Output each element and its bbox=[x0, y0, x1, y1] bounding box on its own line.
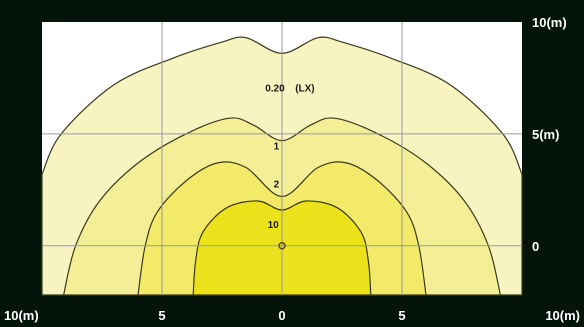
x-tick-label: 5 bbox=[398, 308, 405, 323]
x-tick-label: 5 bbox=[158, 308, 165, 323]
y-tick-label: 10(m) bbox=[532, 15, 567, 30]
grid-layer bbox=[42, 22, 522, 295]
contour-label-layer: 0.20 (LX) 1 2 10 bbox=[265, 83, 314, 231]
x-tick-label: 10(m) bbox=[4, 308, 39, 323]
y-tick-label: 5(m) bbox=[532, 127, 559, 142]
x-axis-tick-labels: 10(m) 5 0 5 10(m) bbox=[4, 308, 580, 323]
x-tick-label: 0 bbox=[278, 308, 285, 323]
contour-label-1: 1 bbox=[274, 142, 280, 153]
contour-unit-label: (LX) bbox=[295, 83, 314, 94]
y-tick-label: 0 bbox=[532, 239, 539, 254]
contour-label-10: 10 bbox=[268, 220, 280, 231]
contour-label-2: 2 bbox=[274, 180, 280, 191]
y-axis-tick-labels: 10(m) 5(m) 0 bbox=[532, 15, 567, 254]
x-tick-label: 10(m) bbox=[545, 308, 580, 323]
contour-label-0-20: 0.20 bbox=[265, 83, 285, 94]
light-source-marker bbox=[278, 242, 286, 250]
